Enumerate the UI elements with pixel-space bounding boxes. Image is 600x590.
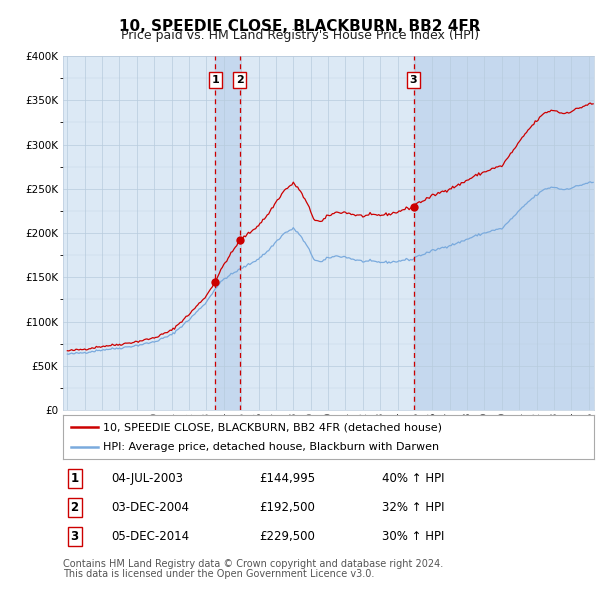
Text: HPI: Average price, detached house, Blackburn with Darwen: HPI: Average price, detached house, Blac… bbox=[103, 442, 439, 451]
Text: This data is licensed under the Open Government Licence v3.0.: This data is licensed under the Open Gov… bbox=[63, 569, 374, 579]
Text: 1: 1 bbox=[71, 471, 79, 485]
Text: Contains HM Land Registry data © Crown copyright and database right 2024.: Contains HM Land Registry data © Crown c… bbox=[63, 559, 443, 569]
Text: 32% ↑ HPI: 32% ↑ HPI bbox=[382, 501, 444, 514]
Text: £229,500: £229,500 bbox=[259, 530, 316, 543]
Bar bbox=[215, 56, 240, 410]
Text: 10, SPEEDIE CLOSE, BLACKBURN, BB2 4FR: 10, SPEEDIE CLOSE, BLACKBURN, BB2 4FR bbox=[119, 19, 481, 34]
Text: 04-JUL-2003: 04-JUL-2003 bbox=[111, 471, 183, 485]
Bar bbox=[413, 56, 598, 410]
Text: 40% ↑ HPI: 40% ↑ HPI bbox=[382, 471, 444, 485]
Text: 30% ↑ HPI: 30% ↑ HPI bbox=[382, 530, 444, 543]
Text: Price paid vs. HM Land Registry's House Price Index (HPI): Price paid vs. HM Land Registry's House … bbox=[121, 30, 479, 42]
Text: 2: 2 bbox=[71, 501, 79, 514]
Text: 2: 2 bbox=[236, 75, 244, 85]
Text: £192,500: £192,500 bbox=[259, 501, 316, 514]
Text: 1: 1 bbox=[211, 75, 219, 85]
Text: 3: 3 bbox=[71, 530, 79, 543]
Text: £144,995: £144,995 bbox=[259, 471, 316, 485]
Text: 3: 3 bbox=[410, 75, 418, 85]
Text: 10, SPEEDIE CLOSE, BLACKBURN, BB2 4FR (detached house): 10, SPEEDIE CLOSE, BLACKBURN, BB2 4FR (d… bbox=[103, 422, 442, 432]
Text: 05-DEC-2014: 05-DEC-2014 bbox=[111, 530, 189, 543]
Text: 03-DEC-2004: 03-DEC-2004 bbox=[111, 501, 189, 514]
